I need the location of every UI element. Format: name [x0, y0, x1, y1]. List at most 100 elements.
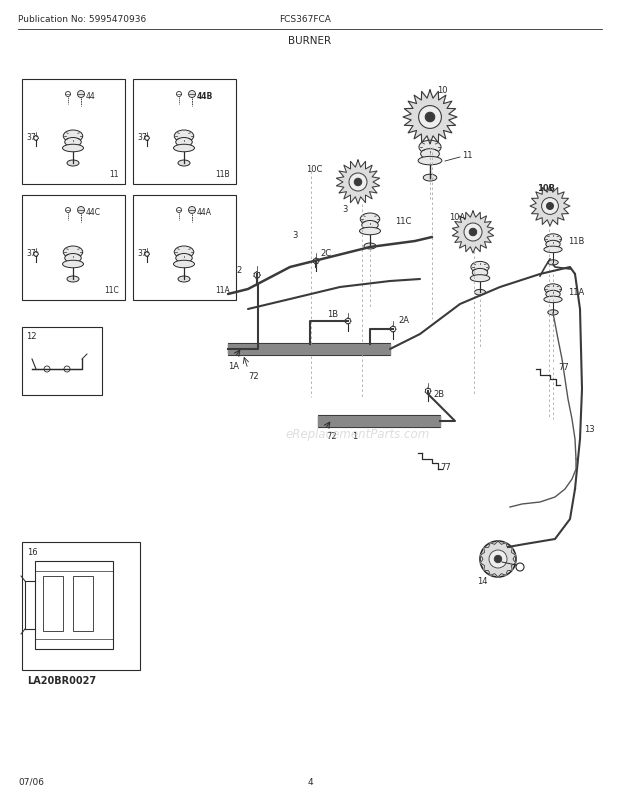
- Ellipse shape: [178, 277, 190, 282]
- Ellipse shape: [474, 290, 485, 296]
- Text: 2A: 2A: [398, 316, 409, 325]
- Polygon shape: [403, 91, 457, 145]
- Text: 1B: 1B: [327, 310, 338, 318]
- Ellipse shape: [470, 275, 490, 282]
- Circle shape: [425, 113, 435, 123]
- Text: 16: 16: [27, 547, 38, 557]
- Bar: [133, 196, 236, 301]
- Bar: [133, 80, 236, 184]
- Polygon shape: [480, 541, 516, 577]
- Polygon shape: [453, 212, 494, 253]
- Circle shape: [494, 556, 502, 563]
- Text: Publication No: 5995470936: Publication No: 5995470936: [18, 15, 146, 24]
- Text: 44C: 44C: [86, 208, 101, 217]
- Ellipse shape: [63, 247, 82, 259]
- Text: 1A: 1A: [228, 362, 239, 371]
- Circle shape: [188, 207, 195, 214]
- Bar: [35, 561, 113, 649]
- Ellipse shape: [63, 131, 82, 143]
- Ellipse shape: [175, 138, 192, 148]
- Ellipse shape: [178, 160, 190, 167]
- Ellipse shape: [364, 244, 376, 249]
- Circle shape: [464, 224, 482, 241]
- Text: 12: 12: [26, 331, 37, 341]
- Circle shape: [546, 203, 554, 210]
- Circle shape: [487, 549, 509, 570]
- Text: 11: 11: [110, 170, 119, 179]
- Bar: [228, 343, 390, 355]
- Ellipse shape: [174, 261, 195, 269]
- Text: 11C: 11C: [104, 286, 119, 294]
- Text: LA20BR0027: LA20BR0027: [27, 675, 96, 685]
- Bar: [318, 415, 440, 427]
- Ellipse shape: [418, 157, 442, 166]
- Text: 3: 3: [292, 231, 298, 240]
- Circle shape: [349, 174, 367, 192]
- Circle shape: [188, 91, 195, 99]
- Bar: [43, 577, 63, 631]
- Ellipse shape: [360, 214, 379, 225]
- Circle shape: [418, 107, 441, 129]
- Circle shape: [480, 541, 516, 577]
- Text: 44: 44: [86, 92, 95, 101]
- Text: 1: 1: [352, 431, 358, 440]
- Ellipse shape: [361, 221, 378, 230]
- Circle shape: [493, 554, 503, 565]
- Text: 11A: 11A: [215, 286, 230, 294]
- Text: 11B: 11B: [568, 237, 585, 246]
- Text: 11A: 11A: [568, 288, 584, 297]
- Ellipse shape: [64, 254, 81, 263]
- Bar: [22, 196, 125, 301]
- Text: 10A: 10A: [449, 213, 465, 221]
- Ellipse shape: [420, 149, 440, 160]
- Ellipse shape: [63, 261, 84, 269]
- Text: 10: 10: [437, 86, 448, 95]
- Text: 44B: 44B: [197, 92, 213, 101]
- Ellipse shape: [175, 254, 192, 263]
- Text: eReplacementParts.com: eReplacementParts.com: [286, 428, 430, 441]
- Text: 77: 77: [440, 463, 451, 472]
- Circle shape: [489, 550, 507, 569]
- Bar: [22, 542, 140, 670]
- Ellipse shape: [544, 234, 562, 245]
- Polygon shape: [530, 187, 570, 227]
- Ellipse shape: [546, 241, 560, 249]
- Text: 14: 14: [477, 577, 488, 585]
- Bar: [73, 577, 93, 631]
- Ellipse shape: [419, 141, 441, 155]
- Ellipse shape: [544, 297, 562, 303]
- Text: 4: 4: [307, 777, 313, 786]
- Ellipse shape: [174, 247, 193, 259]
- Ellipse shape: [544, 285, 562, 295]
- Text: 37: 37: [26, 248, 36, 257]
- Ellipse shape: [64, 138, 81, 148]
- Text: 72: 72: [248, 371, 259, 380]
- Ellipse shape: [544, 247, 562, 253]
- Circle shape: [542, 198, 559, 215]
- Ellipse shape: [360, 228, 381, 236]
- Text: 11C: 11C: [395, 217, 412, 226]
- Ellipse shape: [174, 131, 193, 143]
- Bar: [22, 80, 125, 184]
- Ellipse shape: [67, 160, 79, 167]
- Text: 72: 72: [326, 431, 337, 440]
- Ellipse shape: [548, 261, 558, 265]
- Circle shape: [78, 91, 84, 99]
- Text: 37: 37: [137, 132, 147, 141]
- Text: 11: 11: [462, 150, 472, 160]
- Circle shape: [469, 229, 477, 237]
- Text: 2C: 2C: [320, 249, 331, 257]
- Text: 77: 77: [558, 363, 569, 372]
- Text: 07/06: 07/06: [18, 777, 44, 786]
- Text: 13: 13: [584, 425, 595, 434]
- Text: 11B: 11B: [215, 170, 230, 179]
- Circle shape: [354, 179, 361, 187]
- Polygon shape: [336, 160, 379, 205]
- Text: 3: 3: [343, 205, 348, 214]
- Ellipse shape: [174, 145, 195, 152]
- Ellipse shape: [63, 145, 84, 152]
- Text: BURNER: BURNER: [288, 36, 332, 46]
- Ellipse shape: [472, 269, 488, 277]
- Text: 37: 37: [137, 248, 147, 257]
- Ellipse shape: [423, 175, 437, 182]
